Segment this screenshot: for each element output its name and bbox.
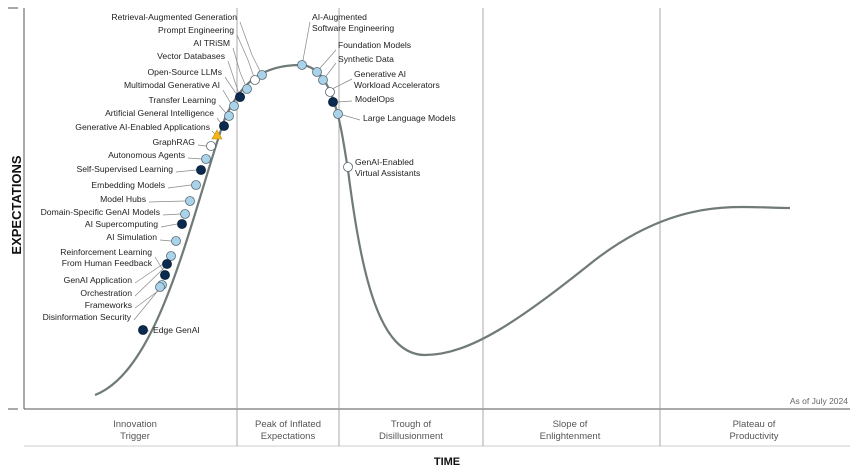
graphrag-label: GraphRAG xyxy=(152,137,195,147)
retrieval-augmented-generation-label: Retrieval-Augmented Generation xyxy=(111,12,237,22)
reinforcement-learning-from-human-feedback-marker xyxy=(160,270,170,280)
foundation-models-marker xyxy=(312,67,322,77)
ai-supercomputing-marker xyxy=(177,219,187,229)
open-source-llms-label: Open-Source LLMs xyxy=(147,67,222,77)
generative-ai-enabled-applications-label: Generative AI-Enabled Applications xyxy=(75,122,210,132)
model-hubs-leader xyxy=(148,200,190,203)
phase-trough-line1: Trough of xyxy=(391,419,432,430)
prompt-engineering-leader xyxy=(236,34,256,81)
domain-specific-genai-models-marker xyxy=(180,209,190,219)
large-language-models-marker xyxy=(333,109,343,119)
hype-curve xyxy=(94,63,791,397)
vector-databases-label: Vector Databases xyxy=(157,51,225,61)
y-axis-title: EXPECTATIONS xyxy=(9,155,24,255)
transfer-learning-label: Transfer Learning xyxy=(148,95,216,105)
retrieval-augmented-generation-leader xyxy=(239,21,263,76)
self-supervised-learning-label: Self-Supervised Learning xyxy=(77,164,174,174)
open-source-llms-marker xyxy=(235,92,245,102)
phase-labels: Innovation Trigger Peak of Inflated Expe… xyxy=(113,419,779,442)
ai-simulation-marker xyxy=(171,236,181,246)
generative-ai-workload-accelerators-marker xyxy=(325,87,335,97)
frameworks-label: Frameworks xyxy=(85,300,132,310)
transfer-learning-marker xyxy=(224,111,234,121)
synthetic-data-marker xyxy=(318,75,328,85)
artificial-general-intelligence-marker xyxy=(219,121,229,131)
disinformation-security-leader xyxy=(133,286,161,321)
ai-supercomputing-label: AI Supercomputing xyxy=(85,219,158,229)
phase-plateau-line1: Plateau of xyxy=(733,419,776,430)
technology-markers: Retrieval-Augmented Generation Prompt Eng… xyxy=(41,12,456,335)
orchestration-label: Orchestration xyxy=(80,288,132,298)
ai-augmented-software-engineering-marker xyxy=(297,60,307,70)
phase-dividers xyxy=(236,8,661,446)
phase-peak-line2: Expectations xyxy=(261,431,316,442)
phase-peak-line1: Peak of Inflated xyxy=(255,419,321,430)
synthetic-data-label: Synthetic Data xyxy=(338,54,394,64)
phase-plateau-line2: Productivity xyxy=(729,431,778,442)
ai-augmented-software-engineering-leader xyxy=(301,21,311,66)
prompt-engineering-marker xyxy=(250,75,260,85)
retrieval-augmented-generation-marker xyxy=(257,70,267,80)
modelops-label: ModelOps xyxy=(355,94,394,104)
modelops-marker xyxy=(328,97,338,107)
prompt-engineering-label: Prompt Engineering xyxy=(158,25,234,35)
edge-genai-label: Edge GenAI xyxy=(153,325,200,335)
edge-genai-marker xyxy=(138,325,148,335)
generative-ai-enabled-applications-marker xyxy=(211,129,223,140)
phase-trough-line2: Disillusionment xyxy=(379,431,443,442)
phase-slope-line1: Slope of xyxy=(553,419,588,430)
genai-enabled-virtual-assistants-marker xyxy=(343,162,353,172)
artificial-general-intelligence-label: Artificial General Intelligence xyxy=(105,108,214,118)
disinformation-security-marker xyxy=(155,282,165,292)
ai-trism-leader xyxy=(232,47,248,90)
as-of-note: As of July 2024 xyxy=(790,396,848,406)
generative-ai-workload-accelerators-label: Generative AI Workload Accelerators xyxy=(354,69,440,90)
multimodal-generative-ai-label: Multimodal Generative AI xyxy=(124,80,220,90)
reinforcement-learning-from-human-feedback-label: Reinforcement Learning From Human Feedbac… xyxy=(60,247,152,268)
model-hubs-label: Model Hubs xyxy=(100,194,146,204)
domain-specific-genai-models-label: Domain-Specific GenAI Models xyxy=(41,207,160,217)
graphrag-marker xyxy=(206,141,216,151)
x-axis-title: TIME xyxy=(434,456,460,468)
genai-application-label: GenAI Application xyxy=(64,275,133,285)
autonomous-agents-marker xyxy=(201,154,211,164)
autonomous-agents-label: Autonomous Agents xyxy=(108,150,185,160)
phase-innovation-trigger-line2: Trigger xyxy=(120,431,150,442)
phase-innovation-trigger-line1: Innovation xyxy=(113,419,157,430)
embedding-models-label: Embedding Models xyxy=(91,180,165,190)
foundation-models-label: Foundation Models xyxy=(338,40,411,50)
ai-simulation-label: AI Simulation xyxy=(106,232,157,242)
ai-trism-label: AI TRiSM xyxy=(193,38,230,48)
phase-slope-line2: Enlightenment xyxy=(540,431,601,442)
embedding-models-marker xyxy=(191,180,201,190)
orchestration-marker xyxy=(162,259,172,269)
ai-trism-marker xyxy=(242,84,252,94)
disinformation-security-label: Disinformation Security xyxy=(43,312,132,322)
multimodal-generative-ai-marker xyxy=(229,101,239,111)
ai-augmented-software-engineering-label: AI-Augmented Software Engineering xyxy=(312,12,394,33)
genai-application-marker xyxy=(166,251,176,261)
large-language-models-label: Large Language Models xyxy=(363,113,456,123)
model-hubs-marker xyxy=(185,196,195,206)
self-supervised-learning-marker xyxy=(196,165,206,175)
genai-enabled-virtual-assistants-label: GenAI-Enabled Virtual Assistants xyxy=(355,157,420,178)
